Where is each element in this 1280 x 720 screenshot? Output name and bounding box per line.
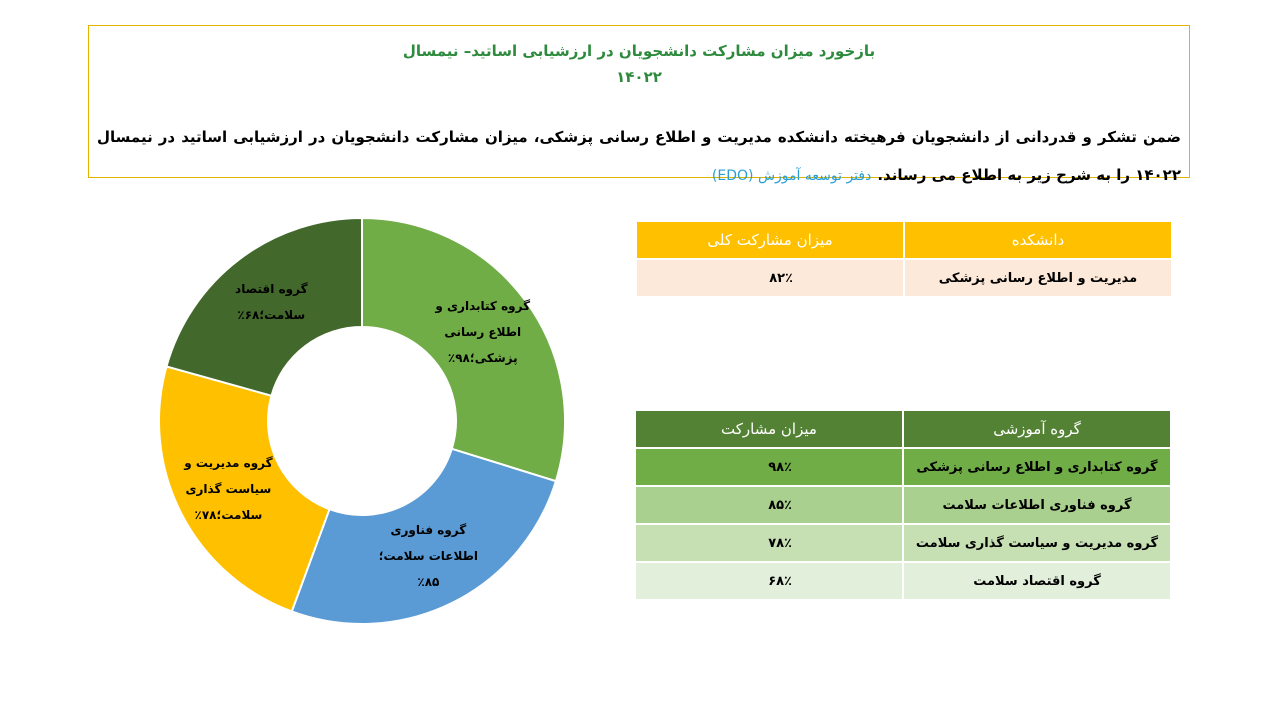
- slice-value: ۶۸٪: [237, 307, 260, 322]
- header-box: بازخورد میزان مشارکت دانشجویان در ارزشیا…: [88, 25, 1190, 184]
- table-cell: گروه مدیریت و سیاست گذاری سلامت: [902, 523, 1172, 563]
- slice-separator: ؛: [216, 508, 222, 523]
- table-cell: گروه فناوری اطلاعات سلامت: [902, 485, 1172, 525]
- table-row: گروه مدیریت و سیاست گذاری سلامت ۷۸٪: [634, 523, 1172, 563]
- header-cell: دانشکده: [903, 220, 1173, 260]
- table-cell: ۶۸٪: [634, 561, 904, 601]
- slice-category: گروه کتابداری و اطلاع رسانی پزشکی: [435, 299, 531, 366]
- slice-separator: ؛: [378, 548, 384, 563]
- donut-slice: [361, 216, 566, 483]
- slice-category: گروه فناوری اطلاعات سلامت: [383, 522, 479, 563]
- header-row: دانشکده میزان مشارکت کلی: [635, 220, 1173, 260]
- header-cell: میزان مشارکت: [634, 409, 904, 449]
- donut-slice: [158, 365, 331, 613]
- table-row: گروه کتابداری و اطلاع رسانی پزشکی ۹۸٪: [634, 447, 1172, 487]
- table-cell: ۹۸٪: [634, 447, 904, 487]
- donut-chart: [158, 216, 566, 625]
- slice-label: گروه مدیریت و سیاست گذاری سلامت؛۷۸٪: [174, 450, 282, 528]
- group-table: گروه آموزشی میزان مشارکت گروه کتابداری و ا…: [634, 409, 1172, 601]
- slice-category: گروه مدیریت و سیاست گذاری سلامت: [184, 456, 273, 523]
- table-cell: گروه کتابداری و اطلاع رسانی پزشکی: [902, 447, 1172, 487]
- slice-value: ۹۸٪: [447, 351, 470, 366]
- table-cell: ۷۸٪: [634, 523, 904, 563]
- slice-separator: ؛: [259, 307, 265, 322]
- slice-label: گروه اقتصاد سلامت؛۶۸٪: [217, 276, 325, 328]
- header-cell: میزان مشارکت کلی: [635, 220, 905, 260]
- donut-slice: [290, 447, 558, 625]
- header-cell: گروه آموزشی: [902, 409, 1172, 449]
- table-cell: مدیریت و اطلاع رسانی پزشکی: [903, 258, 1173, 298]
- slice-label: گروه فناوری اطلاعات سلامت؛ ۸۵٪: [374, 517, 482, 595]
- donut-slice: [165, 216, 363, 397]
- table-cell: گروه اقتصاد سلامت: [902, 561, 1172, 601]
- slice-category: گروه اقتصاد سلامت: [235, 281, 308, 322]
- title: بازخورد میزان مشارکت دانشجویان در ارزشیا…: [402, 42, 876, 86]
- table-row: مدیریت و اطلاع رسانی پزشکی ۸۲٪: [635, 258, 1173, 298]
- table-row: گروه اقتصاد سلامت ۶۸٪: [634, 561, 1172, 601]
- slice-value: ۷۸٪: [194, 508, 217, 523]
- header-row: گروه آموزشی میزان مشارکت: [634, 409, 1172, 449]
- source: دفتر توسعه آموزش (EDO): [711, 168, 872, 184]
- slice-separator: ؛: [469, 351, 475, 366]
- faculty-table: دانشکده میزان مشارکت کلی مدیریت و اطلاع رس…: [635, 220, 1173, 298]
- table-cell: ۸۵٪: [634, 485, 904, 525]
- table-cell: ۸۲٪: [635, 258, 905, 298]
- paragraph: ضمن تشکر و قدردانی از دانشجویان فرهیخته …: [97, 118, 1181, 195]
- slice-value: ۸۵٪: [417, 574, 440, 589]
- slice-label: گروه کتابداری و اطلاع رسانی پزشکی؛۹۸٪: [429, 293, 537, 371]
- table-row: گروه فناوری اطلاعات سلامت ۸۵٪: [634, 485, 1172, 525]
- paragraph-text: ضمن تشکر و قدردانی از دانشجویان فرهیخته …: [97, 128, 1181, 184]
